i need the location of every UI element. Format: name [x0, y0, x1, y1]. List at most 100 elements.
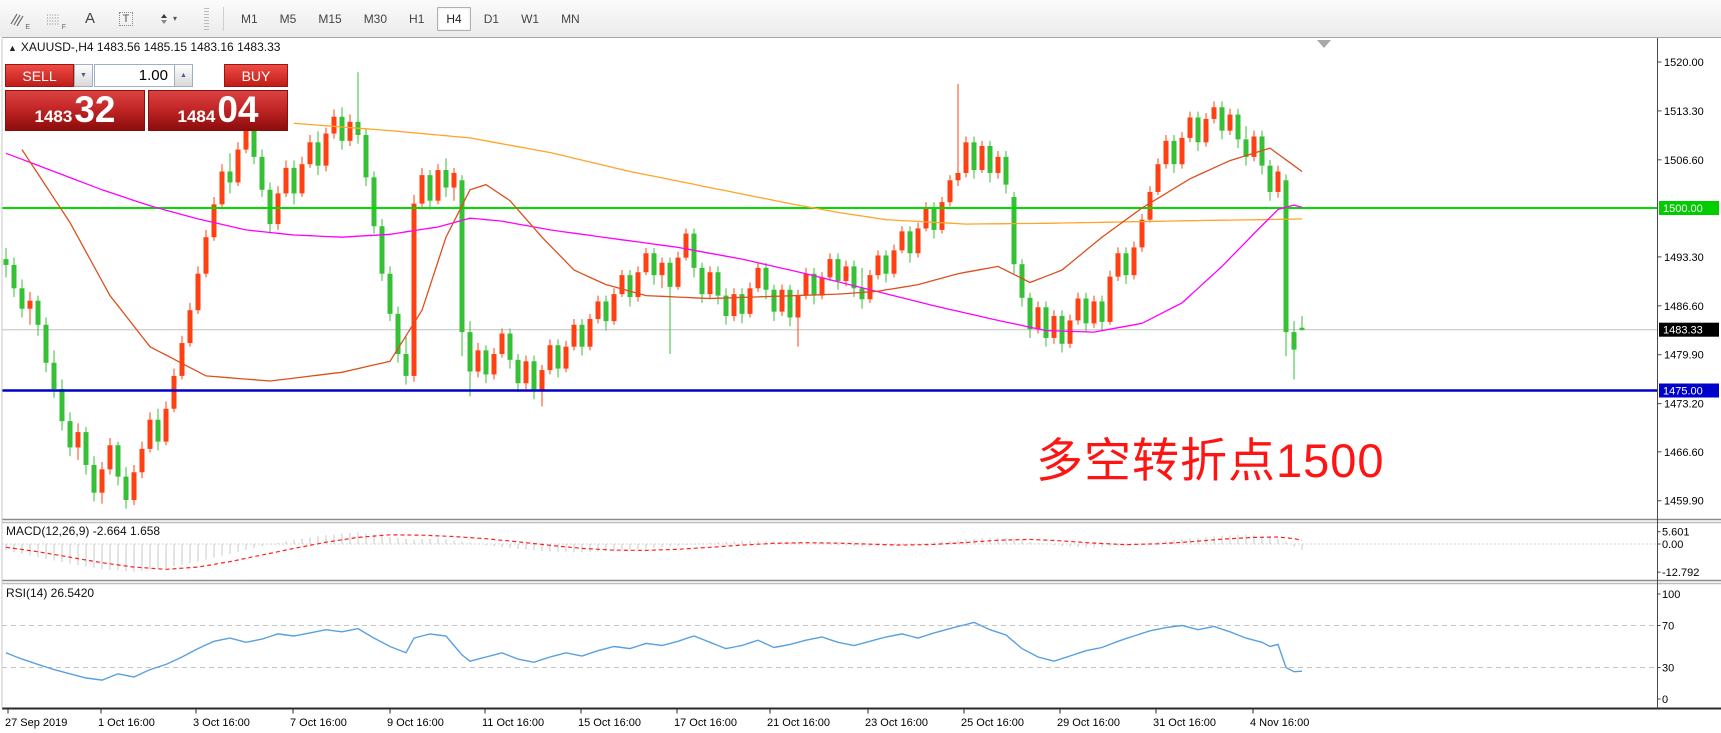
grid-f-icon[interactable]: F [38, 5, 70, 33]
price-tick-label: 1479.90 [1664, 350, 1704, 362]
candle-body [1267, 165, 1273, 192]
tf-button-m30[interactable]: M30 [363, 11, 388, 26]
candle-body [1179, 137, 1185, 165]
candle-body [1155, 164, 1161, 192]
price-badge [1659, 383, 1719, 398]
candle-body [411, 203, 417, 376]
candle-body [915, 228, 921, 254]
candle-body [995, 156, 1001, 173]
one-click-trade-panel: SELL ▼ ▲ BUY 1483 32 1484 04 [5, 59, 288, 131]
toolbar-grip[interactable] [204, 7, 209, 30]
candle-body [979, 145, 985, 171]
candle-body [1011, 197, 1017, 265]
macd-plot-area[interactable] [2, 523, 1658, 579]
volume-input[interactable] [94, 64, 175, 87]
volume-increase-button[interactable]: ▲ [174, 64, 193, 87]
toolbar: E F A T ▾ M1 M5 M15 M30 H1 H4 D1 W1 MN [0, 0, 1721, 38]
sort-arrows-icon [160, 13, 167, 24]
candle-body [579, 324, 585, 347]
bid-quote-button[interactable]: 1483 32 [5, 90, 145, 131]
tf-button-mn[interactable]: MN [561, 11, 580, 26]
ma-mid-line [5, 152, 1303, 333]
time-tick-label: 17 Oct 16:00 [674, 717, 737, 729]
candle-body [683, 233, 689, 258]
candle-body [59, 389, 65, 422]
candle-body [603, 301, 609, 322]
time-tick-label: 11 Oct 16:00 [482, 717, 544, 729]
candle-body [307, 142, 313, 165]
candle-body [619, 275, 625, 295]
candle-body [971, 142, 977, 171]
candle-body [251, 127, 257, 157]
candle-body [435, 170, 441, 201]
tf-button-m5[interactable]: M5 [279, 11, 297, 26]
candle-body [1147, 191, 1153, 220]
price-badge [1659, 201, 1719, 215]
macd-tick-label: 5.601 [1662, 527, 1690, 539]
tf-button-d1[interactable]: D1 [483, 11, 500, 26]
candle-body [211, 204, 217, 238]
ask-price-small: 1484 [177, 107, 216, 126]
time-tick-label: 15 Oct 16:00 [578, 717, 641, 729]
candle-body [99, 469, 105, 493]
rsi-plot-area[interactable] [2, 584, 1658, 708]
ask-quote-button[interactable]: 1484 04 [148, 90, 288, 131]
candle-body [75, 432, 81, 448]
candle-body [827, 259, 833, 278]
candle-body [227, 171, 233, 183]
candle-body [875, 255, 881, 276]
candle-body [547, 345, 553, 371]
candle-body [659, 262, 665, 276]
candle-body [867, 275, 873, 300]
candle-body [571, 324, 577, 347]
candle-body [963, 142, 969, 173]
dropdown-caret-icon[interactable]: ▾ [172, 14, 177, 23]
collapse-panel-icon[interactable]: ▲ [8, 43, 17, 53]
tf-button-m1[interactable]: M1 [241, 11, 258, 26]
candle-body [987, 145, 993, 173]
candle-body [243, 127, 249, 150]
candle-body [171, 375, 177, 409]
trendlines-e-icon[interactable]: E [2, 5, 34, 33]
time-tick-label: 25 Oct 16:00 [961, 717, 1024, 729]
candle-body [811, 273, 817, 296]
candle-body [491, 354, 497, 375]
candle-body [203, 237, 209, 274]
tf-button-h1[interactable]: H1 [409, 11, 425, 26]
candle-body [507, 333, 513, 360]
candle-body [395, 313, 401, 354]
candle-body [91, 464, 97, 493]
buy-button[interactable]: BUY [224, 64, 288, 87]
candle-body [707, 272, 713, 295]
rsi-line [5, 621, 1303, 681]
tf-button-w1[interactable]: W1 [521, 11, 540, 26]
cycle-arrows-icon[interactable]: ▾ [146, 5, 188, 33]
candle-body [443, 170, 449, 188]
tf-button-m15[interactable]: M15 [318, 11, 342, 26]
candle-body [1027, 297, 1033, 330]
candle-body [947, 180, 953, 203]
tf-button-h4[interactable]: H4 [437, 6, 471, 31]
candle-body [779, 289, 785, 312]
candle-body [715, 272, 721, 296]
candle-body [891, 250, 897, 274]
candle-body [43, 324, 49, 363]
volume-decrease-button[interactable]: ▼ [74, 64, 93, 87]
candle-body [315, 142, 321, 166]
chart-shift-marker-icon[interactable] [1317, 40, 1331, 48]
candle-body [11, 264, 17, 289]
candle-body [1059, 316, 1065, 344]
sell-button[interactable]: SELL [5, 64, 74, 87]
bid-price-big: 32 [74, 89, 116, 130]
label-a-icon[interactable]: A [84, 10, 95, 27]
candle-body [1067, 320, 1073, 344]
candle-body [427, 175, 433, 201]
candle-body [123, 476, 129, 500]
price-tick-label: 1459.90 [1664, 496, 1704, 508]
candle-body [723, 295, 729, 317]
candle-body [1139, 219, 1145, 248]
candle-body [803, 273, 809, 296]
candle-body [923, 208, 929, 229]
textbox-t-icon[interactable]: T [110, 5, 142, 33]
chart-text-annotation[interactable]: 多空转折点1500 [1036, 434, 1385, 487]
